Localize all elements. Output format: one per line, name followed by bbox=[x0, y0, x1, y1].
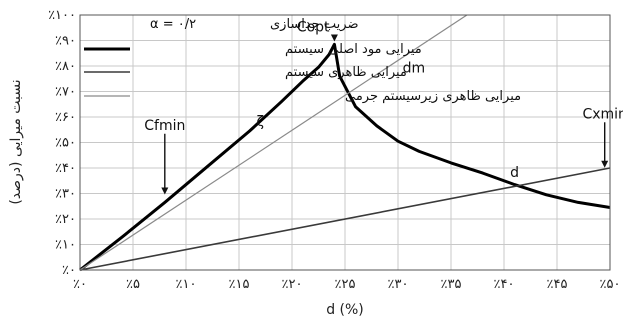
annotation-label: Copt bbox=[297, 20, 330, 36]
series-line-1 bbox=[79, 42, 611, 272]
legend: α = ۰/۲ ضریب جداسازی میرایی مود اصلی سیس… bbox=[84, 17, 521, 104]
y-tick-label: ٪۵۰ bbox=[55, 136, 76, 151]
alpha-label: α = ۰/۲ bbox=[150, 17, 196, 32]
y-tick-label: ٪۰ bbox=[62, 263, 76, 278]
annotation-arrowhead bbox=[330, 34, 338, 42]
x-tick-label: ٪۲۵ bbox=[335, 277, 356, 292]
plot-frame bbox=[79, 14, 611, 271]
series-line-2 bbox=[79, 167, 611, 271]
x-tick-label: ٪۵۰ bbox=[600, 277, 621, 292]
legend-label-series-1: میرایی مود اصلی سیستم bbox=[285, 42, 422, 57]
x-tick-label: ٪۴۰ bbox=[494, 277, 515, 292]
ticks: ٪۰ ٪۵ ٪۱۰ ٪۱۵ ٪۲۰ ٪۲۵ ٪۳۰ ٪۳۵ ٪۴۰ ٪۴۵ ٪۵۰ ٪۰ ٪۱۰ ٪۲۰ ٪… bbox=[48, 8, 620, 292]
x-tick-label: ٪۴۵ bbox=[547, 277, 568, 292]
x-tick-label: ٪۳۵ bbox=[441, 277, 462, 292]
x-tick-label: ٪۱۰ bbox=[176, 277, 197, 292]
legend-label-series-2: میرایی ظاهری سیستم bbox=[285, 65, 407, 80]
y-tick-label: ٪۶۰ bbox=[55, 110, 76, 125]
y-axis-label: نسبت میرایی (درصد) bbox=[8, 79, 24, 204]
x-tick-label: ٪۵ bbox=[126, 277, 140, 292]
annotation-arrowhead bbox=[161, 187, 169, 195]
y-tick-label: ٪۸۰ bbox=[55, 59, 76, 74]
series-layer bbox=[79, 14, 611, 272]
annotation-label: d bbox=[510, 165, 519, 181]
y-tick-label: ٪۱۰۰ bbox=[48, 8, 76, 23]
annotation-arrowhead bbox=[601, 160, 609, 168]
x-tick-label: ٪۱۵ bbox=[229, 277, 250, 292]
legend-label-series-3: میرایی ظاهری زیرسیستم جرمی bbox=[345, 89, 521, 104]
annotation-label: dm bbox=[403, 60, 426, 76]
y-tick-label: ٪۷۰ bbox=[55, 85, 76, 100]
y-tick-label: ٪۹۰ bbox=[55, 34, 76, 49]
y-tick-label: ٪۴۰ bbox=[55, 161, 76, 176]
y-tick-label: ٪۱۰ bbox=[55, 238, 76, 253]
series-line-3 bbox=[79, 14, 468, 271]
annotation-label: Cxmin bbox=[582, 106, 623, 122]
x-tick-label: ٪۲۰ bbox=[282, 277, 303, 292]
annotation-label: ζ bbox=[256, 114, 264, 130]
x-tick-label: ٪۳۰ bbox=[388, 277, 409, 292]
annotations: Copt Cfmin Cxmin dm d ζ bbox=[144, 20, 623, 195]
y-tick-label: ٪۳۰ bbox=[55, 187, 76, 202]
annotation-label: Cfmin bbox=[144, 118, 185, 134]
x-axis-label: d (%) bbox=[326, 302, 364, 318]
alpha-title: ضریب جداسازی bbox=[270, 17, 359, 32]
y-tick-label: ٪۲۰ bbox=[55, 212, 76, 227]
x-tick-label: ٪۰ bbox=[73, 277, 87, 292]
